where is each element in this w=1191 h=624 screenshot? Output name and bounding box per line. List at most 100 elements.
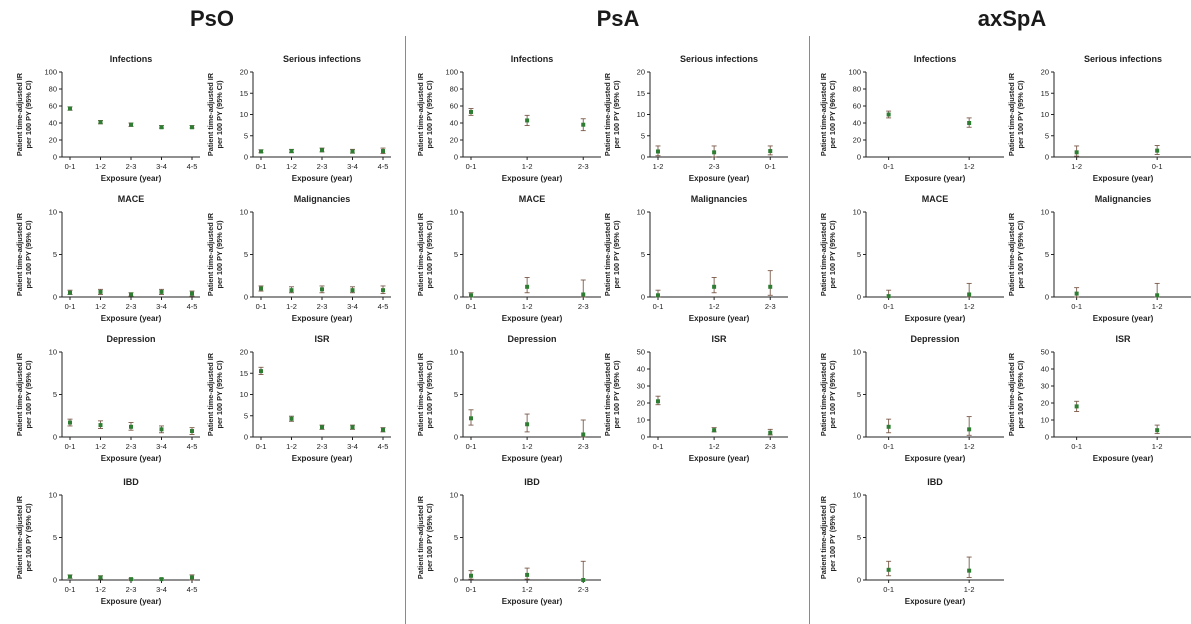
y-tick-label: 0 bbox=[857, 153, 861, 162]
y-tick-label: 40 bbox=[1041, 365, 1049, 374]
x-tick-label: 0-1 bbox=[765, 162, 776, 171]
y-tick-label: 20 bbox=[450, 136, 458, 145]
x-tick-label: 1-2 bbox=[286, 302, 297, 311]
group-title-axspa: axSpA bbox=[977, 6, 1047, 31]
y-tick-label: 40 bbox=[49, 119, 57, 128]
data-point bbox=[967, 121, 972, 125]
panel-title: MACE bbox=[118, 194, 145, 204]
y-tick-label: 0 bbox=[454, 153, 458, 162]
y-tick-label: 10 bbox=[1041, 110, 1049, 119]
data-point bbox=[656, 149, 660, 154]
data-point bbox=[259, 286, 263, 291]
x-tick-label: 0-1 bbox=[65, 162, 76, 171]
y-tick-label: 5 bbox=[454, 390, 458, 399]
data-point bbox=[712, 284, 717, 289]
panel-title: MACE bbox=[519, 194, 546, 204]
chart-panel-axspa-malignancies: Malignancies Patient time-adjusted IRper … bbox=[1007, 194, 1191, 323]
data-point bbox=[350, 149, 355, 154]
y-axis-label: Patient time-adjusted IRper 100 PY (95% … bbox=[1007, 72, 1025, 156]
panel-title: ISR bbox=[314, 334, 330, 344]
x-tick-label: 3-4 bbox=[156, 585, 167, 594]
data-point bbox=[967, 292, 972, 297]
data-point bbox=[159, 289, 164, 294]
panel-title: Infections bbox=[110, 54, 153, 64]
y-tick-label: 30 bbox=[637, 382, 645, 391]
x-axis-label: Exposure (year) bbox=[502, 597, 563, 606]
data-point bbox=[469, 293, 473, 298]
data-point bbox=[581, 292, 586, 297]
x-axis-label: Exposure (year) bbox=[502, 454, 563, 463]
y-tick-label: 100 bbox=[848, 68, 861, 77]
y-tick-label: 10 bbox=[637, 416, 645, 425]
chart-panel-psa-isr: ISR Patient time-adjusted IRper 100 PY (9… bbox=[603, 334, 788, 463]
data-point bbox=[469, 109, 473, 114]
data-point bbox=[381, 427, 385, 432]
panel-title: Malignancies bbox=[691, 194, 748, 204]
y-tick-label: 10 bbox=[637, 208, 645, 217]
x-tick-label: 1-2 bbox=[95, 585, 106, 594]
panel-title: ISR bbox=[711, 334, 727, 344]
x-axis-label: Exposure (year) bbox=[905, 454, 966, 463]
y-tick-label: 10 bbox=[1041, 416, 1049, 425]
y-tick-label: 0 bbox=[1045, 433, 1049, 442]
x-tick-label: 2-3 bbox=[578, 442, 589, 451]
x-tick-label: 0-1 bbox=[1071, 302, 1082, 311]
data-point bbox=[159, 125, 164, 130]
y-tick-label: 20 bbox=[240, 68, 248, 77]
x-tick-label: 0-1 bbox=[65, 442, 76, 451]
y-tick-label: 10 bbox=[49, 491, 57, 500]
x-tick-label: 2-3 bbox=[317, 162, 328, 171]
y-tick-label: 5 bbox=[857, 390, 861, 399]
x-tick-label: 2-3 bbox=[578, 302, 589, 311]
y-tick-label: 0 bbox=[53, 433, 57, 442]
data-point bbox=[886, 567, 891, 572]
data-point bbox=[320, 425, 324, 430]
data-point bbox=[381, 149, 385, 154]
y-tick-label: 60 bbox=[853, 102, 861, 111]
x-tick-label: 1-2 bbox=[1152, 442, 1163, 451]
y-tick-label: 5 bbox=[454, 250, 458, 259]
chart-panel-psa-depression: Depression Patient time-adjusted IRper 10… bbox=[416, 334, 601, 463]
data-point bbox=[190, 125, 194, 130]
panel-title: Infections bbox=[914, 54, 957, 64]
data-point bbox=[1074, 150, 1079, 155]
y-tick-label: 5 bbox=[857, 533, 861, 542]
y-tick-label: 5 bbox=[244, 411, 248, 420]
y-tick-label: 20 bbox=[637, 399, 645, 408]
chart-panel-axspa-isr: ISR Patient time-adjusted IRper 100 PY (9… bbox=[1007, 334, 1191, 463]
x-tick-label: 1-2 bbox=[286, 162, 297, 171]
data-point bbox=[289, 149, 294, 154]
x-tick-label: 3-4 bbox=[156, 302, 167, 311]
x-axis-label: Exposure (year) bbox=[292, 454, 353, 463]
y-axis-label: Patient time-adjusted IRper 100 PY (95% … bbox=[206, 212, 224, 296]
x-tick-label: 1-2 bbox=[95, 162, 106, 171]
x-tick-label: 3-4 bbox=[156, 442, 167, 451]
y-tick-label: 10 bbox=[853, 348, 861, 357]
x-tick-label: 1-2 bbox=[964, 162, 975, 171]
data-point bbox=[381, 288, 385, 293]
y-tick-label: 5 bbox=[244, 131, 248, 140]
y-tick-label: 10 bbox=[450, 491, 458, 500]
y-tick-label: 20 bbox=[637, 68, 645, 77]
y-tick-label: 60 bbox=[450, 102, 458, 111]
x-tick-label: 0-1 bbox=[883, 302, 894, 311]
x-tick-label: 4-5 bbox=[187, 585, 198, 594]
data-point bbox=[768, 284, 773, 289]
data-point bbox=[656, 399, 660, 404]
data-point bbox=[190, 429, 194, 434]
x-axis-label: Exposure (year) bbox=[1093, 174, 1154, 183]
y-axis-label: Patient time-adjusted IRper 100 PY (96% … bbox=[819, 72, 837, 156]
x-tick-label: 0-1 bbox=[65, 302, 76, 311]
y-tick-label: 100 bbox=[445, 68, 458, 77]
x-tick-label: 4-5 bbox=[187, 302, 198, 311]
y-tick-label: 50 bbox=[1041, 348, 1049, 357]
y-tick-label: 10 bbox=[1041, 208, 1049, 217]
group-title-psa: PsA bbox=[596, 6, 640, 31]
x-tick-label: 2-3 bbox=[126, 442, 137, 451]
y-axis-label: Patient time-adjusted IRper 100 PY (95% … bbox=[15, 495, 33, 579]
x-tick-label: 0-1 bbox=[256, 302, 267, 311]
x-tick-label: 2-3 bbox=[126, 585, 137, 594]
y-tick-label: 5 bbox=[53, 533, 57, 542]
panel-title: IBD bbox=[123, 477, 139, 487]
y-tick-label: 0 bbox=[1045, 153, 1049, 162]
